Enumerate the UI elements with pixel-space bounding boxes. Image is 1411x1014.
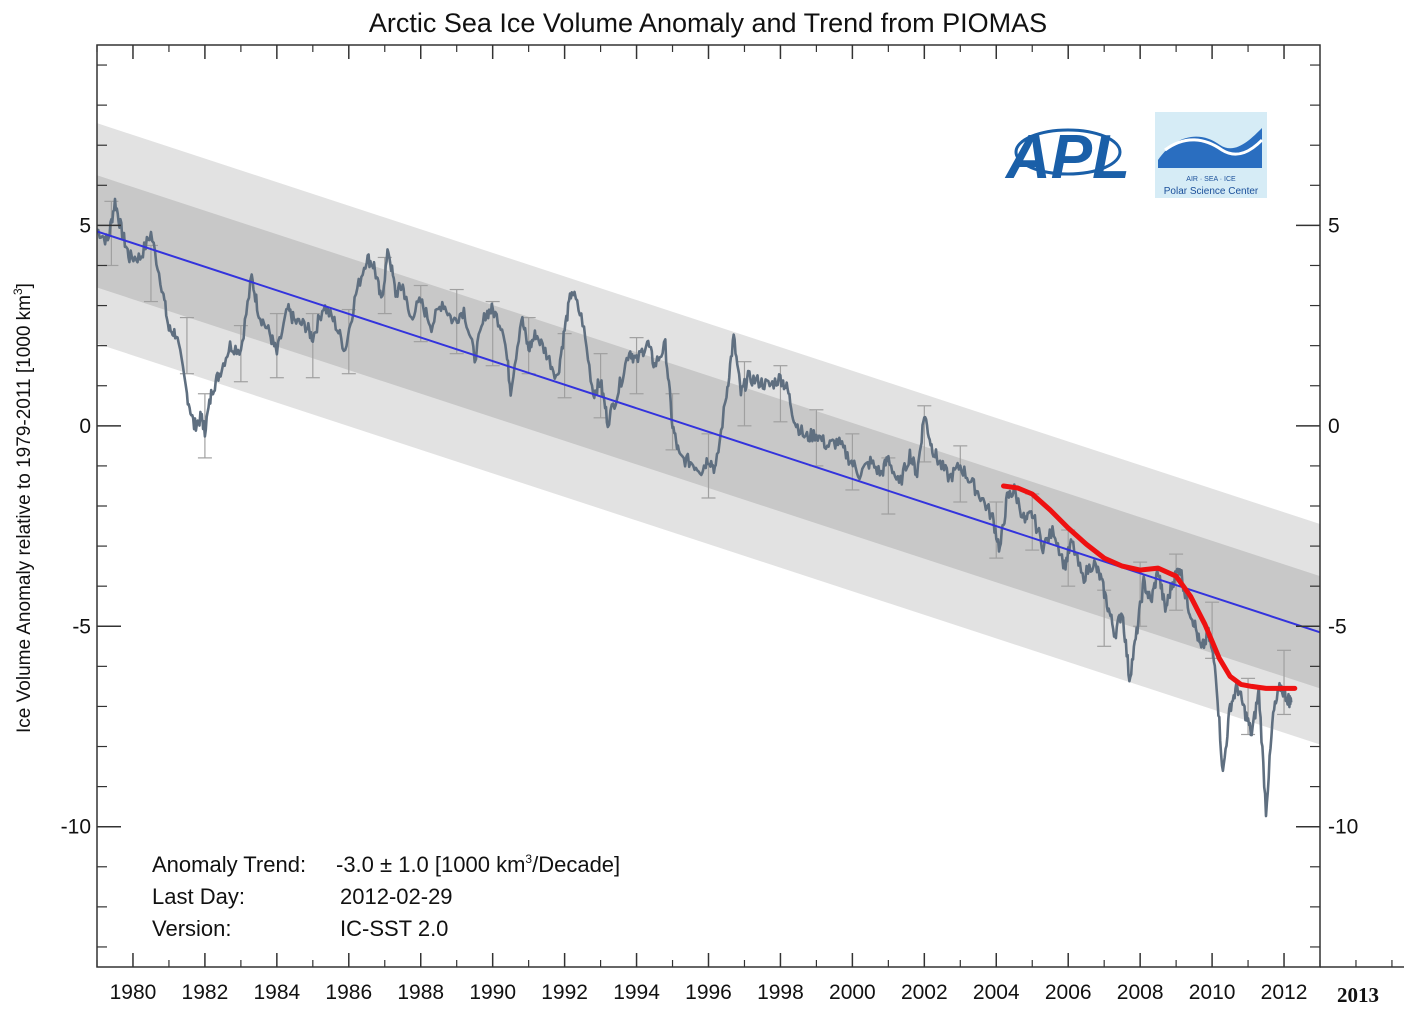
x-extra-label-2013: 2013 (1337, 983, 1379, 1007)
y-axis-label-sup: 3 (11, 288, 25, 295)
x-tick-label: 1984 (253, 981, 300, 1004)
lastday-value: 2012-02-29 (340, 884, 453, 909)
y-tick-label: -5 (72, 615, 91, 638)
psc-logo-line1: AIR · SEA · ICE (1186, 176, 1236, 183)
x-tick-label: 1994 (613, 981, 660, 1004)
error-bar (1277, 649, 1292, 716)
x-tick-label: 2012 (1261, 981, 1308, 1004)
y-tick-label-right: -10 (1328, 816, 1358, 839)
y-tick-label-right: 5 (1328, 214, 1340, 237)
trend-value-sup: 3 (525, 852, 532, 866)
y-tick-label: -10 (61, 816, 91, 839)
red-curve-layer (1001, 483, 1298, 691)
y-axis-label-suffix: ] (14, 283, 35, 288)
error-bar (305, 312, 320, 379)
x-tick-label: 2002 (901, 981, 948, 1004)
x-tick-label: 2006 (1045, 981, 1092, 1004)
version-label: Version: (152, 916, 232, 941)
annotation-block: Anomaly Trend: -3.0 ± 1.0 [1000 km3/Deca… (152, 852, 620, 941)
trend-value-line: -3.0 ± 1.0 [1000 km3/Decade] (336, 852, 620, 877)
x-tick-label: 2004 (973, 981, 1020, 1004)
x-tick-label: 2000 (829, 981, 876, 1004)
error-bar (737, 361, 752, 427)
trend-label: Anomaly Trend: (152, 852, 306, 877)
error-bar (629, 337, 644, 395)
y-axis-title: Ice Volume Anomaly relative to 1979-2011… (11, 283, 35, 733)
y-tick-label-right: 0 (1328, 415, 1340, 438)
psc-logo-line2: Polar Science Center (1164, 186, 1259, 197)
lastday-label: Last Day: (152, 884, 245, 909)
trend-value-suffix: /Decade] (532, 852, 620, 877)
y-axis-label: Ice Volume Anomaly relative to 1979-2011… (14, 295, 35, 733)
error-bar (413, 284, 428, 343)
x-tick-label: 1998 (757, 981, 804, 1004)
y-tick-label: 0 (79, 415, 91, 438)
psc-logo: AIR · SEA · ICE Polar Science Center (1155, 112, 1267, 198)
series-layer (96, 197, 1293, 818)
x-tick-label: 1988 (397, 981, 444, 1004)
y-tick-label: 5 (79, 214, 91, 237)
chart-title: Arctic Sea Ice Volume Anomaly and Trend … (369, 8, 1047, 38)
x-tick-label: 1980 (110, 981, 157, 1004)
x-tick-label: 1986 (325, 981, 372, 1004)
red-curve (1001, 483, 1298, 691)
apl-logo: APL (1004, 123, 1130, 192)
x-tick-label: 1990 (469, 981, 516, 1004)
apl-logo-text: APL (1004, 123, 1130, 192)
version-value: IC-SST 2.0 (340, 916, 448, 941)
x-tick-label: 1996 (685, 981, 732, 1004)
x-tick-label: 2010 (1189, 981, 1236, 1004)
y-tick-label-right: -5 (1328, 615, 1347, 638)
tick-layer: 1980 1982 1984 1986 1988 1990 1992 1994 1996 1998… (61, 45, 1393, 1004)
trend-value: -3.0 ± 1.0 [1000 km (336, 852, 525, 877)
x-tick-label: 1992 (541, 981, 588, 1004)
error-bar (953, 445, 968, 503)
error-bar (1169, 553, 1184, 611)
error-bar (179, 316, 194, 375)
error-bars (104, 200, 1292, 736)
anomaly-series-line (96, 197, 1293, 818)
x-tick-label: 1982 (182, 981, 229, 1004)
x-tick-label: 2008 (1117, 981, 1164, 1004)
